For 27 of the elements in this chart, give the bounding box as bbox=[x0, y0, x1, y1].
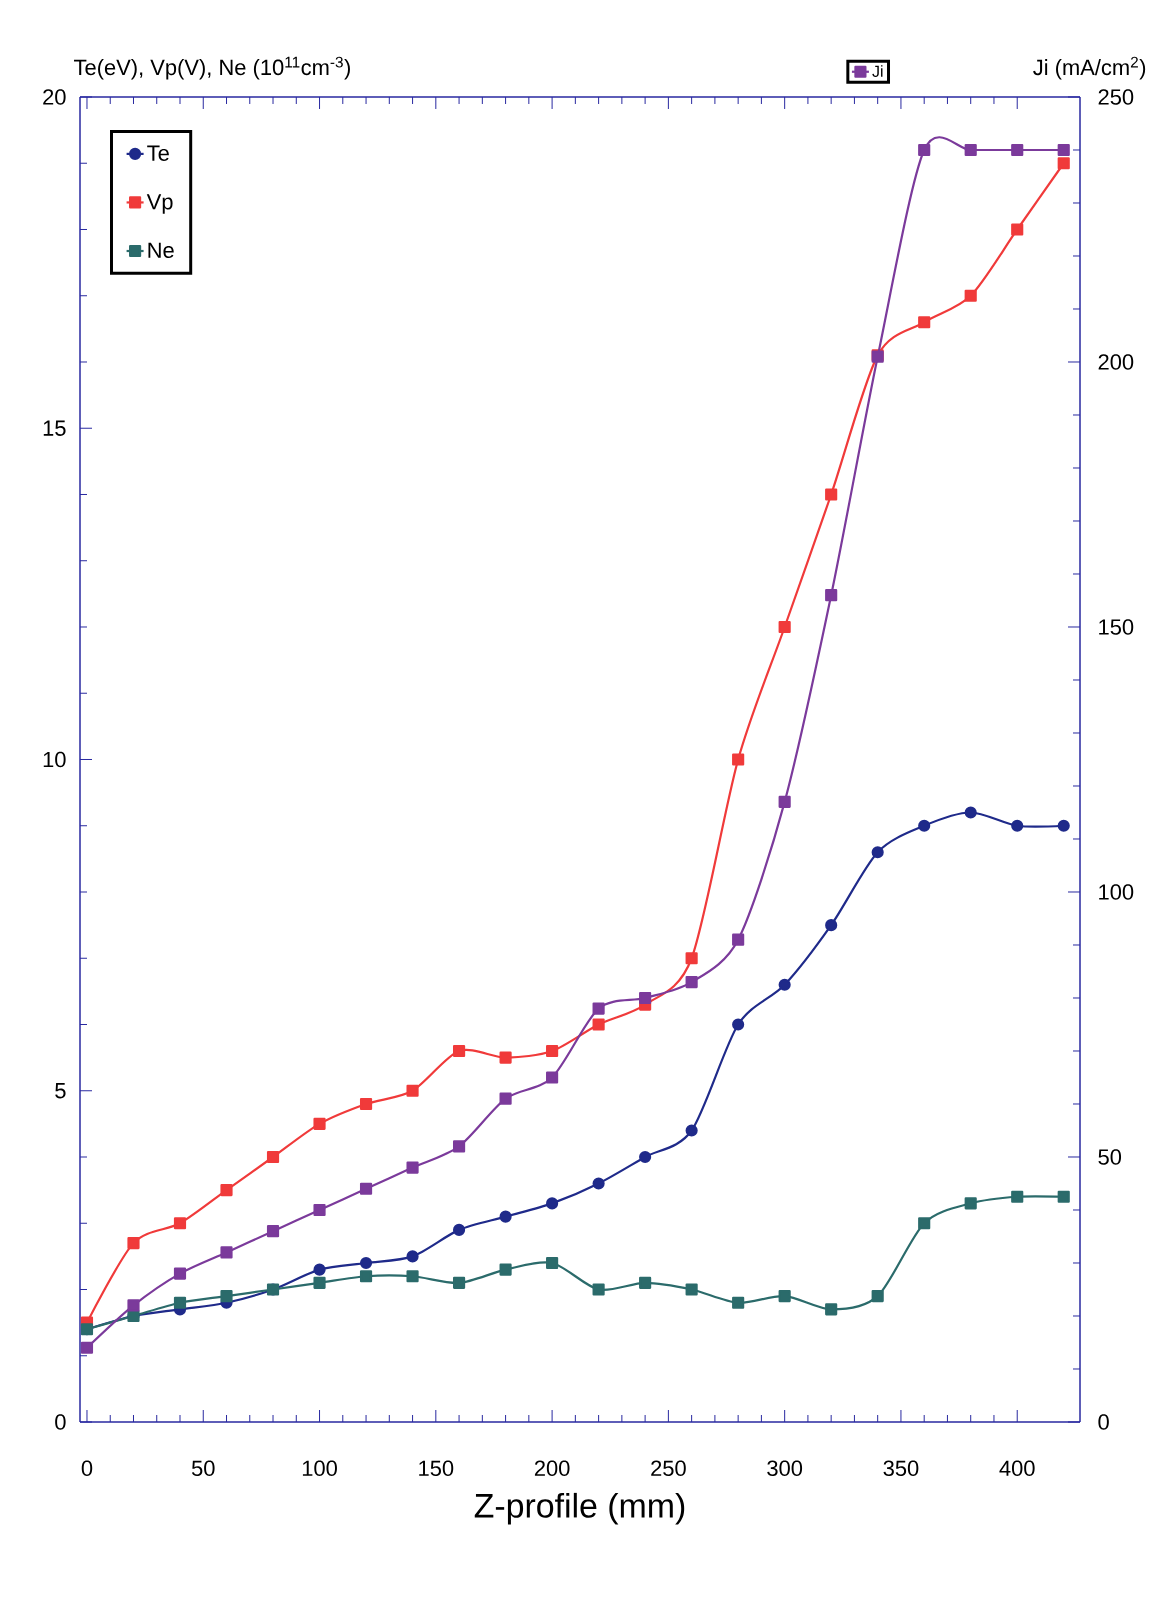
legend-label: Ne bbox=[148, 242, 174, 259]
x-tick-label: 50 bbox=[191, 1460, 215, 1477]
y-tick-label: 5 bbox=[55, 1083, 66, 1099]
x-tick-label: 250 bbox=[651, 1460, 686, 1477]
x-tick-label: 400 bbox=[999, 1460, 1035, 1477]
x-tick-label: 100 bbox=[302, 1460, 337, 1477]
y-tick-label: 0 bbox=[55, 1414, 66, 1430]
x-tick-label: 150 bbox=[419, 1460, 454, 1477]
x-axis-title: Z-profile (mm) bbox=[474, 1492, 685, 1525]
y2-tick-label: 100 bbox=[1099, 884, 1134, 900]
y2-tick-label: 0 bbox=[1098, 1414, 1109, 1430]
x-tick-label: 0 bbox=[81, 1460, 93, 1477]
y2-tick-label: 250 bbox=[1098, 89, 1134, 105]
legend-label: Vp bbox=[146, 194, 173, 214]
y-tick-label: 15 bbox=[43, 420, 66, 436]
y2-tick-label: 50 bbox=[1098, 1149, 1122, 1165]
y-tick-label: 10 bbox=[43, 751, 66, 768]
x-tick-label: 300 bbox=[767, 1460, 803, 1477]
y2-tick-label: 150 bbox=[1099, 619, 1134, 635]
x-tick-label: 350 bbox=[883, 1460, 919, 1477]
legend-label: Ji bbox=[872, 65, 883, 77]
y-axis-title: Te(eV), Vp(V), Ne (10$^{11}$cm$^{-3}$) bbox=[74, 56, 350, 80]
y2-axis-title: Ji (mA/cm$^{2}$) bbox=[1033, 56, 1146, 80]
y-tick-label: 20 bbox=[43, 89, 66, 105]
y2-tick-label: 200 bbox=[1098, 354, 1134, 370]
legend-label: Te bbox=[147, 145, 169, 161]
x-tick-label: 200 bbox=[534, 1460, 570, 1477]
